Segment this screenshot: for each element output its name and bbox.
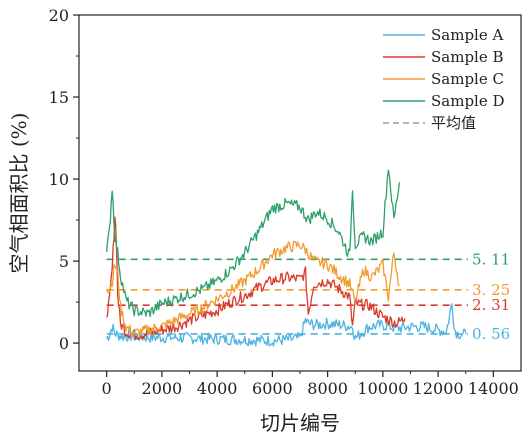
series-lines (105, 169, 467, 347)
mean-value-label: 2. 31 (472, 296, 510, 314)
x-tick-label: 12000 (413, 379, 464, 398)
y-tick-label: 5 (59, 252, 69, 271)
series-line-sample-c (106, 240, 400, 338)
y-tick-label: 20 (49, 6, 69, 25)
series-line-sample-d (105, 169, 401, 318)
x-tick-label: 14000 (468, 379, 519, 398)
x-axis: 0 2000 4000 6000 8000 10000 12000 14000 (102, 371, 519, 398)
series-line-sample-a (106, 303, 467, 347)
legend: Sample A Sample B Sample C Sample D 平均值 (383, 26, 505, 132)
y-tick-label: 0 (59, 334, 69, 353)
mean-labels: 5. 11 3. 252. 31 0. 56 (472, 250, 510, 343)
legend-label-mean: 平均值 (431, 114, 476, 132)
legend-label: Sample D (431, 92, 505, 110)
y-tick-label: 15 (49, 88, 69, 107)
x-axis-title: 切片编号 (260, 411, 340, 435)
legend-label: Sample B (431, 48, 504, 66)
mean-value-label: 0. 56 (472, 325, 510, 343)
mean-value-label: 5. 11 (472, 250, 510, 268)
x-tick-label: 6000 (252, 379, 293, 398)
x-tick-label: 4000 (197, 379, 238, 398)
legend-label: Sample C (431, 70, 504, 88)
y-axis: 0 5 10 15 20 (49, 6, 79, 353)
y-axis-title: 空气相面积比 (%) (7, 113, 31, 274)
mean-lines (106, 258, 468, 335)
y-tick-label: 10 (49, 170, 69, 189)
x-tick-label: 0 (102, 379, 112, 398)
mean-value-label: 3. 25 (472, 281, 510, 299)
x-tick-label: 8000 (307, 379, 348, 398)
legend-label: Sample A (431, 26, 503, 44)
plot-frame (78, 14, 522, 372)
x-tick-label: 10000 (357, 379, 408, 398)
x-tick-label: 2000 (142, 379, 183, 398)
